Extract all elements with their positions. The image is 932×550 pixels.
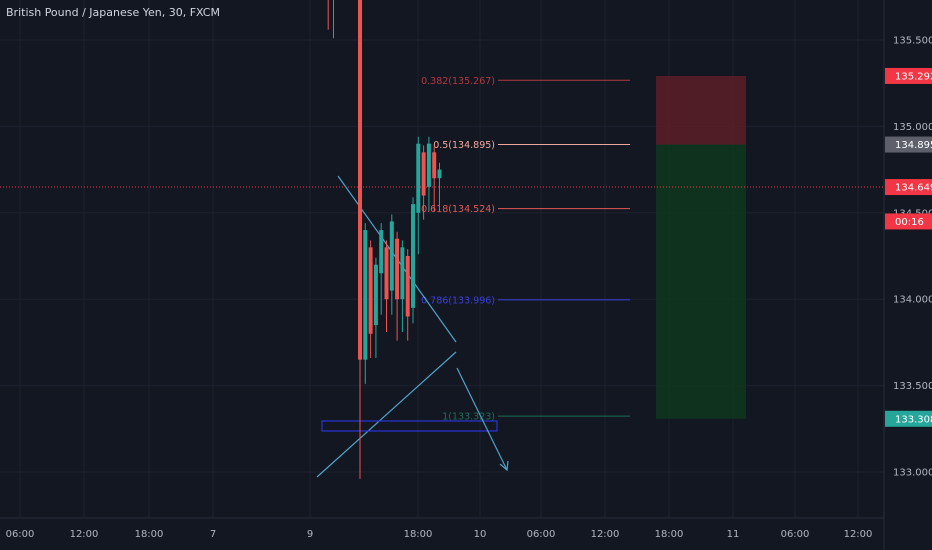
x-tick-label: 10	[474, 529, 487, 540]
x-tick-label: 11	[727, 529, 740, 540]
projection-arrow-head	[499, 460, 509, 472]
price-tag-label: 135.292	[895, 71, 932, 82]
y-tick-label: 135.500	[893, 36, 932, 47]
price-tag-label: 133.308	[895, 414, 932, 425]
candle-body	[437, 169, 442, 179]
y-tick-label: 133.500	[893, 381, 932, 392]
fib-level-label: 1(133.323)	[442, 412, 495, 423]
price-tags: 135.292 134.895 134.649 00:16 133.308	[885, 67, 932, 427]
candle-body	[389, 221, 394, 291]
candles	[327, 0, 442, 479]
take-profit-zone	[656, 144, 746, 419]
x-tick-label: 12:00	[844, 529, 873, 540]
candle-body	[358, 0, 362, 360]
price-tag-bg	[885, 410, 932, 427]
x-tick-label: 06:00	[527, 529, 556, 540]
candle-body	[426, 143, 431, 187]
x-tick-label: 18:00	[404, 529, 433, 540]
projection-arrow	[456, 367, 508, 471]
fibonacci-levels: 0.382(135.267) 0.5(134.895) 0.618(134.524)…	[421, 76, 630, 423]
x-tick-label: 7	[210, 529, 216, 540]
x-tick-label: 12:00	[70, 529, 99, 540]
price-tag-label: 134.649	[895, 183, 932, 194]
position-zones	[656, 75, 746, 419]
fib-level-label: 0.382(135.267)	[421, 76, 495, 87]
candle-body	[421, 152, 426, 196]
fib-level-label: 0.618(134.524)	[421, 204, 495, 215]
candle-body	[368, 247, 373, 334]
candle-body	[405, 256, 410, 317]
price-tag-label: 134.895	[895, 140, 932, 151]
triangle-lower-line	[316, 351, 457, 478]
candle-body	[432, 152, 437, 179]
fib-level-label: 0.786(133.996)	[421, 295, 495, 306]
candle-body	[373, 264, 378, 326]
y-tick-label: 135.000	[893, 122, 932, 133]
price-tag-bg	[885, 213, 932, 230]
fib-level-label: 0.5(134.895)	[433, 140, 495, 151]
y-tick-label: 134.000	[893, 295, 932, 306]
price-tag-bg	[885, 136, 932, 153]
candle-body	[400, 247, 405, 300]
grid	[0, 0, 884, 518]
support-box	[321, 420, 498, 432]
candle-body	[395, 238, 400, 300]
candle-body	[384, 247, 389, 300]
candle-body	[411, 204, 415, 308]
price-tag-label: 00:16	[895, 217, 924, 228]
candle-body	[379, 230, 384, 274]
x-tick-label: 18:00	[655, 529, 684, 540]
x-tick-label: 18:00	[135, 529, 164, 540]
chart-title: British Pound / Japanese Yen, 30, FXCM	[6, 6, 220, 19]
candle-body	[416, 143, 421, 213]
stop-loss-zone	[656, 75, 746, 145]
candle-body	[363, 230, 368, 360]
x-tick-label: 06:00	[781, 529, 810, 540]
y-tick-label: 133.000	[893, 468, 932, 479]
x-tick-label: 12:00	[591, 529, 620, 540]
x-tick-label: 06:00	[6, 529, 35, 540]
price-tag-bg	[885, 67, 932, 84]
x-tick-label: 9	[307, 529, 313, 540]
price-tag-bg	[885, 179, 932, 196]
